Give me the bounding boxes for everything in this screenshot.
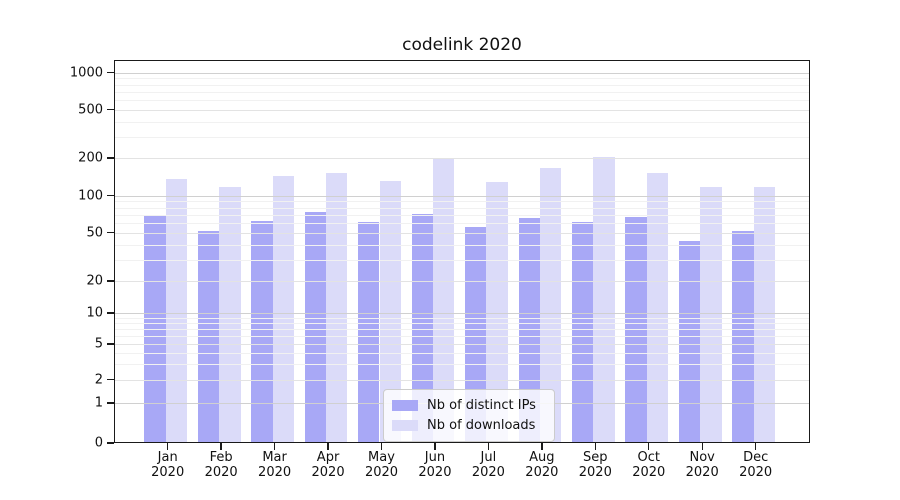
x-tick-label: Aug 2020: [525, 450, 559, 480]
y-tick-label: 200: [78, 150, 103, 166]
x-tick-label: May 2020: [364, 450, 399, 480]
bar-downloads-nov: [700, 187, 722, 443]
y-tick-label: 5: [94, 336, 103, 352]
x-tick-label: Dec 2020: [739, 450, 773, 480]
y-tick-mark: [107, 379, 114, 381]
y-tick-label: 2: [94, 372, 103, 388]
plot-area: Nb of distinct IPs Nb of downloads: [114, 60, 810, 443]
x-tick-label: Jan 2020: [151, 450, 185, 480]
y-tick-mark: [107, 312, 114, 314]
bar-downloads-apr: [326, 172, 348, 443]
y-tick-mark: [107, 157, 114, 159]
y-tick-label: 50: [86, 225, 103, 241]
x-tick-mark: [648, 443, 650, 450]
x-tick-mark: [380, 443, 383, 450]
bar-downloads-oct: [646, 172, 669, 443]
bar-distinct-ips-mar: [251, 221, 273, 443]
y-tick-mark: [107, 232, 114, 234]
bar-downloads-mar: [272, 175, 294, 443]
x-tick-mark: [220, 443, 222, 450]
bar-distinct-ips-dec: [732, 230, 754, 443]
y-tick-mark: [107, 280, 114, 282]
x-tick-mark: [434, 443, 436, 450]
x-tick-label: Nov 2020: [685, 450, 719, 480]
x-tick-mark: [273, 443, 276, 450]
y-tick-mark: [107, 343, 114, 345]
bar-distinct-ips-may: [358, 222, 380, 443]
x-tick-label: Sep 2020: [578, 450, 612, 480]
chart-title: codelink 2020: [402, 35, 522, 55]
y-tick-label: 100: [78, 188, 103, 204]
bars-layer: [114, 60, 810, 443]
x-tick-label: Apr 2020: [311, 450, 345, 480]
legend: Nb of distinct IPs Nb of downloads: [383, 389, 555, 442]
x-tick-label: Oct 2020: [632, 450, 666, 480]
legend-swatch-downloads: [392, 419, 418, 431]
y-tick-mark: [107, 402, 114, 404]
bar-downloads-feb: [219, 186, 241, 443]
legend-item-distinct-ips: Nb of distinct IPs: [392, 395, 545, 415]
x-tick-label: Jul 2020: [471, 450, 505, 480]
y-tick-mark: [107, 442, 114, 444]
bar-distinct-ips-sep: [571, 222, 594, 443]
x-tick-mark: [327, 443, 329, 450]
legend-item-downloads: Nb of downloads: [392, 415, 545, 435]
bar-distinct-ips-nov: [678, 240, 701, 443]
bar-distinct-ips-jun: [411, 213, 433, 443]
y-tick-label: 20: [86, 273, 103, 289]
x-tick-mark: [594, 443, 596, 450]
bar-downloads-jun: [432, 158, 455, 443]
x-tick-mark: [701, 443, 703, 450]
y-tick-mark: [107, 194, 114, 197]
bar-distinct-ips-apr: [304, 212, 327, 443]
legend-label-downloads: Nb of downloads: [427, 417, 536, 433]
x-tick-mark: [541, 443, 543, 450]
y-tick-label: 0: [94, 435, 103, 451]
bar-distinct-ips-aug: [518, 217, 540, 443]
bar-distinct-ips-feb: [197, 230, 220, 443]
bar-downloads-aug: [539, 167, 562, 443]
y-tick-mark: [107, 109, 114, 111]
x-tick-label: Jun 2020: [418, 450, 452, 480]
bar-downloads-jul: [486, 181, 508, 443]
y-tick-label: 10: [86, 305, 103, 321]
bar-distinct-ips-jan: [144, 214, 166, 443]
bar-downloads-jan: [165, 179, 188, 443]
x-tick-label: Feb 2020: [204, 450, 238, 480]
bar-downloads-sep: [593, 157, 615, 443]
x-tick-label: Mar 2020: [258, 450, 292, 480]
bar-downloads-dec: [753, 187, 776, 443]
x-tick-mark: [167, 443, 169, 450]
bar-distinct-ips-jul: [465, 226, 487, 443]
y-tick-label: 500: [78, 102, 103, 118]
y-tick-label: 1000: [69, 65, 103, 81]
bar-downloads-may: [379, 181, 401, 443]
bar-distinct-ips-oct: [625, 217, 647, 443]
legend-label-distinct-ips: Nb of distinct IPs: [427, 397, 536, 413]
y-tick-label: 1: [94, 395, 103, 411]
y-tick-mark: [107, 71, 114, 74]
legend-swatch-distinct-ips: [392, 399, 418, 411]
x-tick-mark: [754, 443, 757, 450]
x-tick-mark: [487, 443, 490, 450]
